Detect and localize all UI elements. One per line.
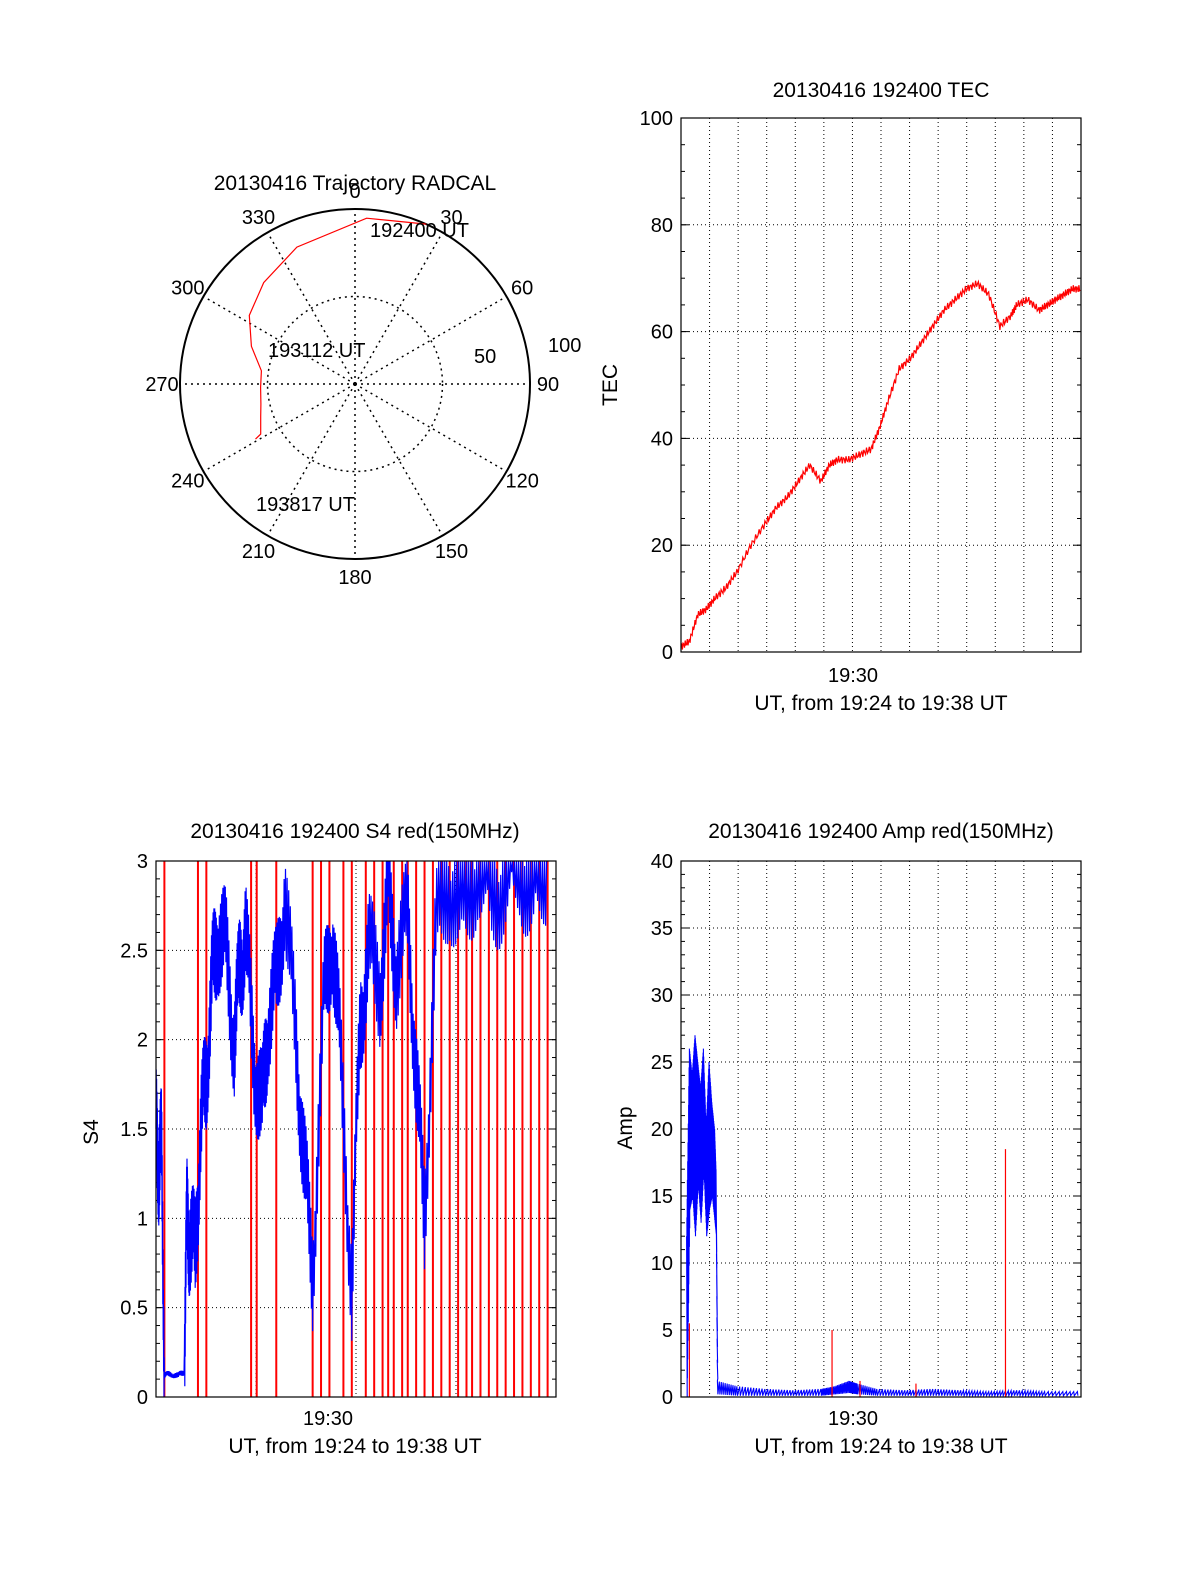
polar-spoke: [203, 383, 356, 473]
tec-title: 20130416 192400 TEC: [773, 79, 990, 102]
polar-angle-label: 300: [171, 278, 204, 300]
polar-spoke: [354, 295, 507, 385]
polar-radius-label-50: 50: [474, 346, 496, 368]
y-tick-label: 0: [662, 1387, 673, 1409]
polar-spoke: [354, 383, 444, 536]
y-tick-label: 10: [651, 1253, 673, 1275]
trajectory-track: [248, 217, 427, 440]
polar-angle-label: 90: [537, 374, 559, 396]
y-tick-label: 40: [651, 428, 673, 450]
amp-grid: [681, 860, 1081, 1398]
y-tick-label: 40: [651, 851, 673, 873]
tec-panel: 20130416 192400 TEC 0 20 40 60 80 100 19:30 U…: [599, 79, 1082, 715]
s4-blue-series-line: [155, 860, 548, 1398]
s4-title: 20130416 192400 S4 red(150MHz): [190, 820, 519, 843]
polar-angle-label: 120: [505, 471, 538, 493]
polar-angle-label: 180: [338, 567, 371, 589]
y-tick-label: 0: [662, 642, 673, 664]
y-tick-label: 1: [137, 1208, 148, 1230]
polar-angle-label: 330: [242, 207, 275, 229]
y-tick-label: 3: [137, 851, 148, 873]
tec-series-line: [680, 279, 1081, 650]
track-label-mid: 193112 UT: [268, 340, 365, 362]
y-tick-label: 35: [651, 918, 673, 940]
y-tick-label: 100: [640, 108, 673, 130]
y-tick-label: 2: [137, 1030, 148, 1052]
tec-y-tick-labels: 0 20 40 60 80 100: [640, 108, 673, 664]
y-tick-label: 15: [651, 1186, 673, 1208]
polar-spoke: [203, 295, 356, 385]
polar-angle-label: 150: [435, 541, 468, 563]
polar-angle-label: 30: [440, 207, 462, 229]
track-label-end: 193817 UT: [256, 494, 355, 516]
s4-x-tick-label: 19:30: [303, 1408, 353, 1430]
polar-outer-circle: [179, 208, 531, 560]
polar-angle-label: 0: [349, 181, 360, 203]
y-tick-label: 2.5: [120, 940, 148, 962]
tec-x-axis-label: UT, from 19:24 to 19:38 UT: [754, 692, 1007, 715]
amp-plot-frame: [680, 860, 1082, 1398]
polar-title: 20130416 Trajectory RADCAL: [214, 172, 497, 195]
trajectory-polar-panel: 20130416 Trajectory RADCAL 0 30 60 90 120 150…: [145, 172, 581, 589]
y-tick-label: 0: [137, 1387, 148, 1409]
s4-x-axis-label: UT, from 19:24 to 19:38 UT: [228, 1435, 481, 1458]
tec-plot-frame: [680, 117, 1082, 653]
polar-angle-labels: 0 30 60 90 120 150 180 210 240 270 300 330: [145, 181, 559, 589]
polar-grid-circle: [266, 295, 444, 473]
polar-grid: [180, 209, 530, 559]
s4-plot-frame: [155, 860, 557, 1398]
y-tick-label: 5: [662, 1320, 673, 1342]
s4-y-tick-labels: 0 0.5 1 1.5 2 2.5 3: [120, 851, 148, 1409]
y-tick-label: 25: [651, 1052, 673, 1074]
amp-red-spikes: [688, 1149, 1007, 1397]
s4-panel: 20130416 192400 S4 red(150MHz) 0 0.5 1 1.5 2…: [80, 820, 557, 1458]
amp-y-axis-label: Amp: [614, 1106, 637, 1149]
y-tick-label: 20: [651, 535, 673, 557]
polar-spoke: [354, 232, 444, 385]
amp-y-tick-labels: 0 5 10 15 20 25 30 35 40: [651, 851, 673, 1409]
tec-grid: [681, 117, 1081, 653]
polar-angle-label: 240: [171, 471, 204, 493]
y-tick-label: 60: [651, 322, 673, 344]
polar-angle-label: 270: [145, 374, 178, 396]
y-tick-label: 80: [651, 215, 673, 237]
polar-angle-label: 60: [511, 278, 533, 300]
polar-spoke: [266, 232, 356, 385]
amp-blue-series-line: [686, 1035, 1079, 1398]
y-tick-label: 1.5: [120, 1119, 148, 1141]
amp-panel: 20130416 192400 Amp red(150MHz) 0 5 10 15 20…: [614, 820, 1082, 1458]
amp-title: 20130416 192400 Amp red(150MHz): [708, 820, 1054, 843]
y-tick-label: 30: [651, 985, 673, 1007]
tec-y-axis-label: TEC: [599, 364, 622, 406]
track-label-start: 192400 UT: [370, 220, 469, 242]
amp-x-tick-label: 19:30: [828, 1408, 878, 1430]
tec-x-tick-label: 19:30: [828, 665, 878, 687]
amp-x-axis-label: UT, from 19:24 to 19:38 UT: [754, 1435, 1007, 1458]
polar-spoke: [266, 383, 356, 536]
y-tick-label: 0.5: [120, 1298, 148, 1320]
s4-y-axis-label: S4: [80, 1119, 103, 1145]
y-tick-label: 20: [651, 1119, 673, 1141]
polar-spoke: [354, 383, 507, 473]
polar-angle-label: 210: [242, 541, 275, 563]
polar-radius-label-100: 100: [548, 335, 581, 357]
